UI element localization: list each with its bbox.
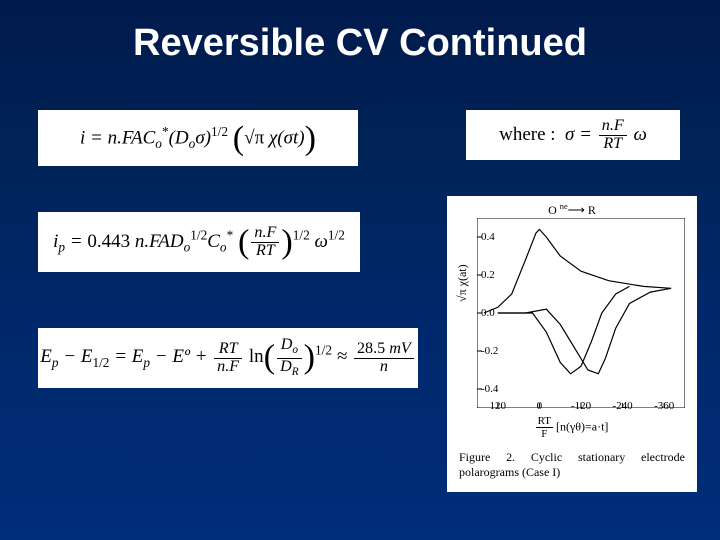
plot-caption: Figure 2. Cyclic stationary electrode po… bbox=[459, 450, 685, 480]
plot-xtick: 120 bbox=[490, 400, 507, 412]
equation-peak-current-math: ip = 0.443 n.FADo1/2Co* (n.FRT)1/2 ω1/2 bbox=[53, 225, 345, 260]
plot-svg bbox=[477, 218, 685, 408]
equation-peak-current: ip = 0.443 n.FADo1/2Co* (n.FRT)1/2 ω1/2 bbox=[38, 212, 360, 272]
plot-ytick: -0.2 bbox=[481, 345, 498, 357]
plot-x-axis-label: RT F [n(γθ)=a·t] bbox=[453, 415, 691, 440]
plot-xtick: -240 bbox=[613, 400, 633, 412]
plot-ytick: 0.2 bbox=[481, 269, 495, 281]
plot-xtick: -360 bbox=[654, 400, 674, 412]
slide-title: Reversible CV Continued bbox=[0, 0, 720, 65]
plot-y-axis-label: √π χ(at) bbox=[455, 264, 470, 302]
equation-sigma-math: where : σ = n.FRT ω bbox=[499, 118, 647, 153]
equation-peak-potential: Ep − E1/2 = Ep − Eº + RTn.F ln(DoDR)1/2 … bbox=[38, 328, 418, 388]
cv-plot: O ne⟶ R √π χ(at) RT F [n(γθ)=a·t] Figure… bbox=[447, 196, 697, 492]
plot-ytick: 0.0 bbox=[481, 307, 495, 319]
plot-xtick: 0 bbox=[537, 400, 543, 412]
equation-current-math: i = n.FACo*(Doσ)1/2 (√π χ(σt)) bbox=[80, 124, 316, 152]
plot-xtick: -120 bbox=[571, 400, 591, 412]
plot-ytick: 0.4 bbox=[481, 231, 495, 243]
equation-sigma: where : σ = n.FRT ω bbox=[466, 110, 680, 160]
equation-peak-potential-math: Ep − E1/2 = Ep − Eº + RTn.F ln(DoDR)1/2 … bbox=[40, 337, 416, 378]
plot-ytick: -0.4 bbox=[481, 383, 498, 395]
equation-current: i = n.FACo*(Doσ)1/2 (√π χ(σt)) bbox=[38, 110, 358, 166]
plot-reaction-label: O ne⟶ R bbox=[453, 202, 691, 218]
